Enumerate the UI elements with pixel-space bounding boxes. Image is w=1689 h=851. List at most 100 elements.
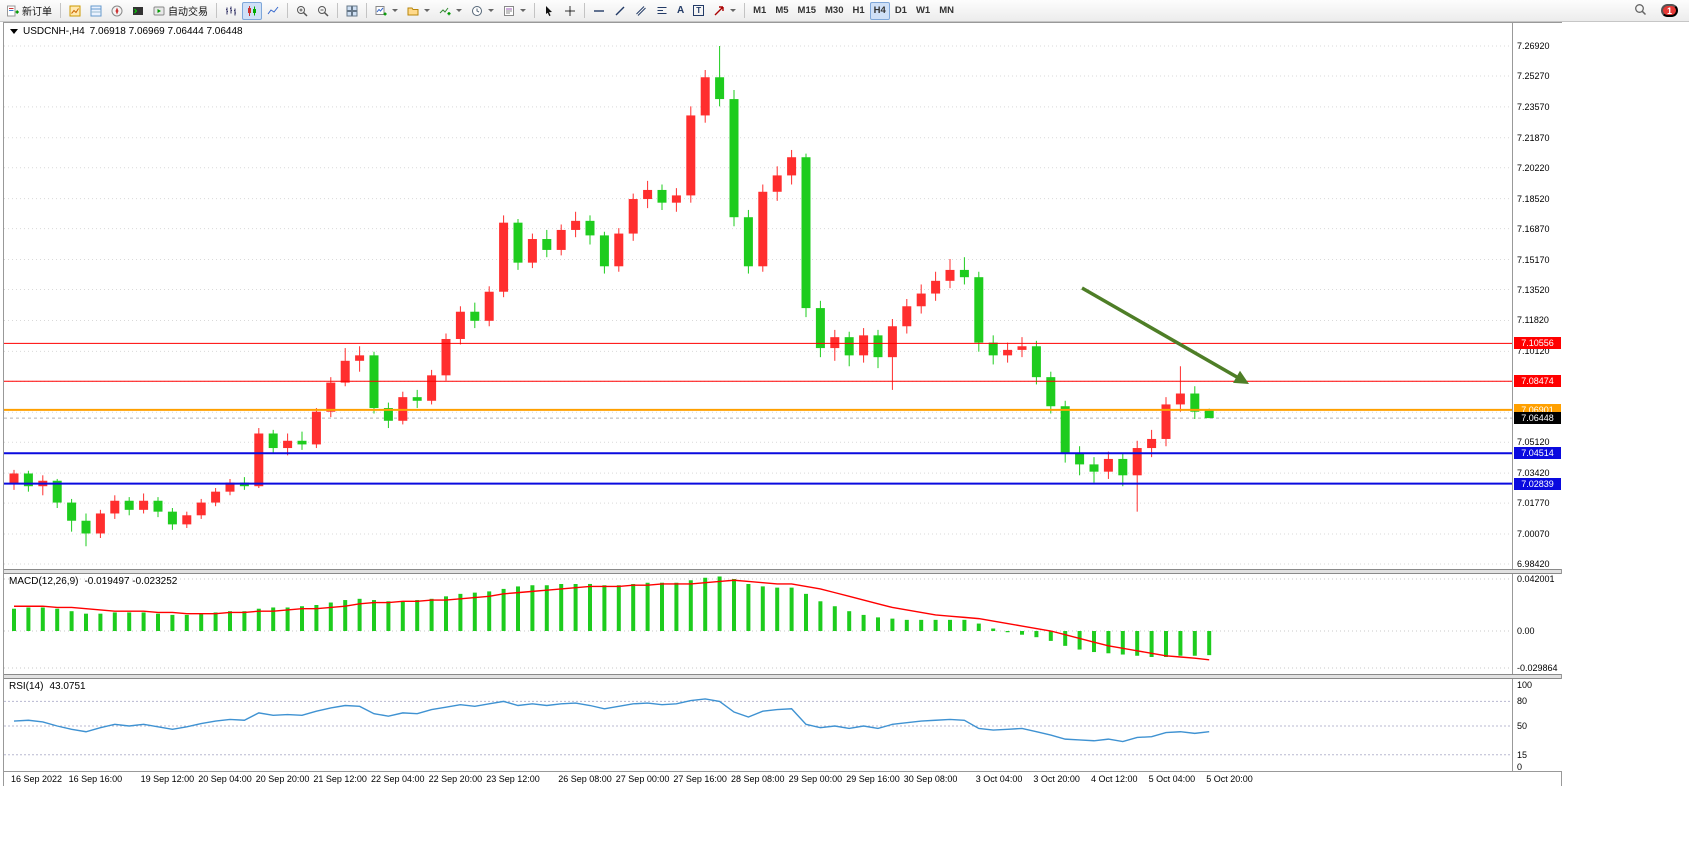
crosshair-button[interactable]: [560, 2, 580, 20]
new-chart-button[interactable]: [371, 2, 402, 20]
candle-body: [254, 433, 264, 487]
price-axis[interactable]: 7.26920 7.25270 7.23570 7.21870 7.20220 7.185…: [1512, 23, 1562, 569]
terminal-button[interactable]: [128, 2, 148, 20]
trend-arrow-head[interactable]: [1233, 370, 1249, 384]
arrows-tool-icon: [713, 5, 725, 17]
search-button[interactable]: [1630, 2, 1651, 20]
templates-button[interactable]: [499, 2, 530, 20]
templates-icon: [503, 5, 515, 17]
bar-chart-button[interactable]: [221, 2, 241, 20]
timeframe-mn-button[interactable]: MN: [935, 2, 958, 20]
profiles-button[interactable]: [403, 2, 434, 20]
tile-windows-icon: [346, 5, 358, 17]
time-axis-label: 30 Sep 08:00: [903, 774, 958, 784]
candle-body: [326, 382, 336, 412]
new-chart-icon: [375, 5, 387, 17]
navigator-button[interactable]: [107, 2, 127, 20]
candle-body: [743, 217, 753, 267]
rsi-axis-label: 0: [1517, 762, 1523, 772]
new-order-button[interactable]: 新订单: [3, 2, 56, 20]
macd-name: MACD(12,26,9): [9, 576, 79, 587]
autotrading-button[interactable]: 自动交易: [149, 2, 212, 20]
navigator-icon: [111, 5, 123, 17]
data-window-button[interactable]: [86, 2, 106, 20]
symbol-dropdown-icon[interactable]: [10, 29, 18, 34]
panel-divider[interactable]: [4, 674, 1561, 679]
timeframe-m15-button[interactable]: M15: [794, 2, 820, 20]
chart-title: USDCNH-,H4 7.06918 7.06969 7.06444 7.064…: [10, 26, 243, 37]
dropdown-caret-icon: [730, 9, 737, 12]
candle-body: [758, 191, 768, 267]
time-axis-label: 26 Sep 08:00: [558, 774, 612, 784]
rsi-axis-label: 80: [1517, 696, 1528, 707]
macd-canvas[interactable]: [4, 574, 1512, 674]
market-watch-button[interactable]: [65, 2, 85, 20]
candle-body: [657, 189, 667, 203]
text-tool-button[interactable]: A: [673, 2, 688, 20]
candle-body: [1089, 464, 1099, 472]
time-axis-label: 4 Oct 12:00: [1091, 774, 1138, 784]
level-price-tag: 7.10556: [1514, 337, 1561, 350]
candle-body: [383, 408, 393, 421]
candle-body: [643, 189, 653, 200]
line-chart-button[interactable]: [263, 2, 283, 20]
main-chart-panel: USDCNH-,H4 7.06918 7.06969 7.06444 7.064…: [4, 23, 1562, 569]
time-axis[interactable]: 16 Sep 2022 16 Sep 16:00 19 Sep 12:00 20 Se…: [4, 771, 1561, 786]
macd-panel: MACD(12,26,9) -0.019497 -0.023252 0.0420…: [4, 574, 1562, 674]
candle-body: [527, 239, 537, 263]
trend-arrow-line[interactable]: [1081, 286, 1243, 382]
rsi-line: [13, 698, 1210, 743]
panel-divider[interactable]: [4, 569, 1561, 574]
candle-body: [52, 480, 62, 503]
timeframe-m5-button[interactable]: M5: [771, 2, 792, 20]
cursor-icon: [543, 5, 555, 17]
terminal-icon: [132, 5, 144, 17]
candle-body: [1060, 406, 1070, 454]
price-axis-label: 7.25270: [1517, 70, 1550, 81]
label-tool-button[interactable]: T: [689, 2, 708, 20]
trendline-tool-button[interactable]: [610, 2, 630, 20]
timeframe-m30-button[interactable]: M30: [821, 2, 847, 20]
periods-button[interactable]: [467, 2, 498, 20]
dropdown-caret-icon: [488, 9, 494, 12]
level-price-tag: 7.08474: [1514, 375, 1561, 388]
candle-body: [441, 338, 451, 376]
candle-body: [499, 222, 509, 292]
timeframe-d1-button[interactable]: D1: [891, 2, 911, 20]
indicators-icon: [439, 5, 451, 17]
price-axis-label: 7.26920: [1517, 41, 1550, 51]
rsi-axis[interactable]: 100 80 50 15 0: [1512, 679, 1562, 772]
current-price-tag: 7.06448: [1514, 412, 1561, 425]
cursor-button[interactable]: [539, 2, 559, 20]
timeframe-h4-button[interactable]: H4: [869, 1, 890, 20]
hline-tool-button[interactable]: [589, 2, 609, 20]
candle-body: [628, 199, 638, 234]
candle-body: [844, 337, 854, 356]
rsi-canvas[interactable]: [4, 679, 1512, 771]
zoom-in-button[interactable]: [292, 2, 312, 20]
notification-badge[interactable]: 1: [1660, 4, 1678, 17]
candle-body: [196, 502, 206, 516]
indicators-button[interactable]: [435, 2, 466, 20]
level-price-tag: 7.04514: [1514, 447, 1561, 460]
candle-body: [556, 229, 566, 250]
main-chart-canvas[interactable]: [4, 23, 1512, 569]
candle-body: [311, 411, 321, 445]
arrows-tool-button[interactable]: [709, 2, 740, 20]
macd-axis[interactable]: 0.042001 0.00 -0.029864: [1512, 574, 1562, 674]
channel-tool-button[interactable]: [631, 2, 651, 20]
timeframe-h1-button[interactable]: H1: [849, 2, 869, 20]
timeframe-m1-button[interactable]: M1: [749, 2, 770, 20]
tile-windows-button[interactable]: [342, 2, 362, 20]
rsi-value: 43.0751: [49, 681, 86, 692]
candlestick-chart-button[interactable]: [242, 1, 262, 20]
time-axis-label: 29 Sep 16:00: [846, 774, 900, 784]
macd-values: -0.019497 -0.023252: [84, 576, 178, 587]
zoom-out-button[interactable]: [313, 2, 333, 20]
fibonacci-tool-button[interactable]: [652, 2, 672, 20]
timeframe-w1-button[interactable]: W1: [912, 2, 934, 20]
candle-body: [873, 335, 883, 358]
candle-body: [700, 77, 710, 116]
toolbar-separator: [584, 3, 585, 18]
